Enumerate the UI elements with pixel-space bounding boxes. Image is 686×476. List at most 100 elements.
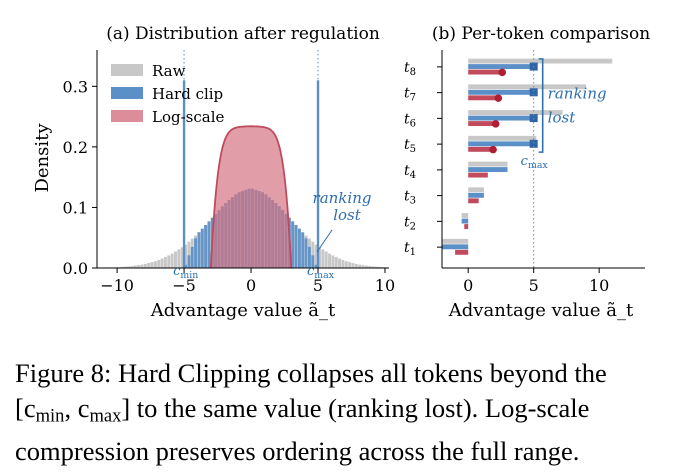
panel-a-xlabel: Advantage value ã_t	[150, 300, 336, 321]
panel-a-ytick-label: 0.3	[63, 77, 88, 96]
log-scale-marker-t5	[489, 145, 497, 154]
raw-bar-t4	[468, 161, 508, 167]
raw-bar-t8	[468, 58, 613, 64]
raw-bar	[120, 266, 124, 268]
raw-bar	[311, 241, 315, 268]
raw-bar	[328, 253, 332, 268]
raw-bar-t2	[461, 213, 469, 219]
caption-fragment: min	[35, 405, 65, 427]
figure-caption: Figure 8: Hard Clipping collapses all to…	[15, 356, 675, 469]
raw-bar	[368, 265, 372, 268]
log-scale-bar-t3	[468, 198, 479, 204]
caption-fragment: ] to the same value (ranking lost). Log-…	[121, 393, 590, 423]
log-scale-bar-t2	[464, 224, 469, 230]
hard-clip-bar	[301, 232, 305, 268]
log-scale-density	[209, 125, 293, 269]
panel-b-xlabel: Advantage value ã_t	[448, 300, 634, 321]
panel-b-xtick-label: 10	[589, 276, 609, 295]
raw-bar	[167, 255, 171, 268]
log-scale-marker-t6	[491, 120, 500, 128]
raw-bar	[321, 249, 325, 268]
panel-b-annotations: ranking lost cmax	[521, 58, 607, 171]
raw-bar	[358, 264, 362, 268]
log-scale-bar-t4	[468, 172, 488, 178]
token-label-t7: t7	[404, 86, 416, 104]
caption-line-3: compression preserves ordering across th…	[15, 435, 580, 466]
log-scale-bar-t8	[468, 69, 503, 75]
ranking-lost-label-a: ranking	[313, 189, 372, 207]
raw-bar	[361, 265, 365, 268]
raw-bar	[371, 266, 375, 268]
panel-a-title: (a) Distribution after regulation	[106, 24, 380, 44]
hard-clip-bar-t8	[468, 64, 534, 70]
caption-line-2: [cmin, cmax] to the same value (ranking …	[15, 393, 590, 427]
raw-bar	[378, 266, 382, 268]
raw-bar	[160, 258, 164, 268]
panel-a-axes: −10 −5 0 5 10 0.0 0.1 0.2 0.3	[63, 50, 395, 295]
legend-label: Hard clip	[152, 85, 223, 103]
hard-clip-bar	[184, 264, 188, 268]
figure-canvas: (a) Distribution after regulation −10 −5 0…	[32, 24, 650, 321]
hard-clip-bar	[311, 255, 315, 268]
panel-a-xtick-label: 0	[246, 276, 256, 295]
raw-bar	[143, 263, 147, 268]
panel-b-xtick-label: 0	[463, 276, 473, 295]
raw-bar	[127, 266, 131, 268]
raw-bar	[140, 264, 144, 268]
hard-clip-bar-t1	[442, 244, 469, 250]
hard-clip-bar	[207, 221, 211, 268]
raw-bar	[364, 265, 368, 268]
panel-a-legend: Raw Hard clip Log-scale	[111, 62, 225, 126]
raw-bar	[157, 259, 161, 268]
ranking-lost-label-b: lost	[548, 108, 577, 126]
log-scale-bar-t5	[468, 146, 494, 152]
raw-bar	[123, 266, 127, 268]
hard-clip-bar	[200, 228, 204, 268]
legend-label: Log-scale	[152, 108, 225, 126]
raw-bar	[314, 244, 318, 268]
hard-clip-bar	[304, 238, 308, 268]
raw-bar	[348, 262, 352, 268]
hard-clip-bar	[190, 246, 194, 268]
raw-bar	[130, 265, 134, 268]
raw-bar-t7	[468, 84, 587, 90]
hard-clip-bar	[187, 255, 191, 268]
raw-bar-t6	[468, 110, 563, 116]
panel-b-xtick-label: 5	[529, 276, 539, 295]
token-label-t2: t2	[404, 214, 416, 232]
hard-clip-bar-t3	[468, 192, 484, 198]
cmin-label: cmin	[173, 264, 198, 281]
hard-clip-bar	[291, 221, 295, 268]
raw-bar	[351, 263, 355, 268]
panel-b-axes: 0 5 10	[437, 50, 645, 295]
panel-b: (b) Per-token comparison t1t2t3t4t5t6t7t…	[404, 24, 650, 321]
log-scale-line	[209, 125, 293, 269]
token-label-t8: t8	[404, 60, 416, 78]
panel-a-ylabel: Density	[32, 123, 53, 193]
raw-bar	[177, 249, 181, 268]
hard-clip-marker-t7	[529, 88, 538, 97]
raw-bar	[324, 251, 328, 268]
log-scale-bar-t6	[468, 121, 496, 127]
log-scale-marker-t7	[494, 94, 503, 102]
raw-bar-t3	[468, 187, 484, 193]
legend-label: Raw	[152, 62, 186, 80]
hard-clip-bar-t2	[461, 218, 469, 224]
panel-a-ytick-label: 0.2	[63, 138, 88, 157]
caption-fragment: [	[15, 393, 24, 423]
hard-clip-bar	[194, 238, 198, 268]
log-scale-marker-t8	[498, 68, 507, 77]
raw-bar	[180, 247, 184, 268]
raw-bar-t5	[468, 135, 537, 141]
raw-bar	[153, 261, 157, 268]
hard-clip-bar	[197, 232, 201, 268]
panel-a-ytick-label: 0.1	[63, 198, 88, 217]
cmax-label: cmax	[307, 264, 335, 281]
hard-clip-bar-t4	[468, 167, 508, 173]
token-label-t1: t1	[404, 240, 416, 258]
raw-bar	[374, 266, 378, 268]
raw-bar	[334, 256, 338, 268]
hard-clip-bar-t5	[468, 141, 534, 147]
hard-clip-bar	[314, 264, 318, 268]
